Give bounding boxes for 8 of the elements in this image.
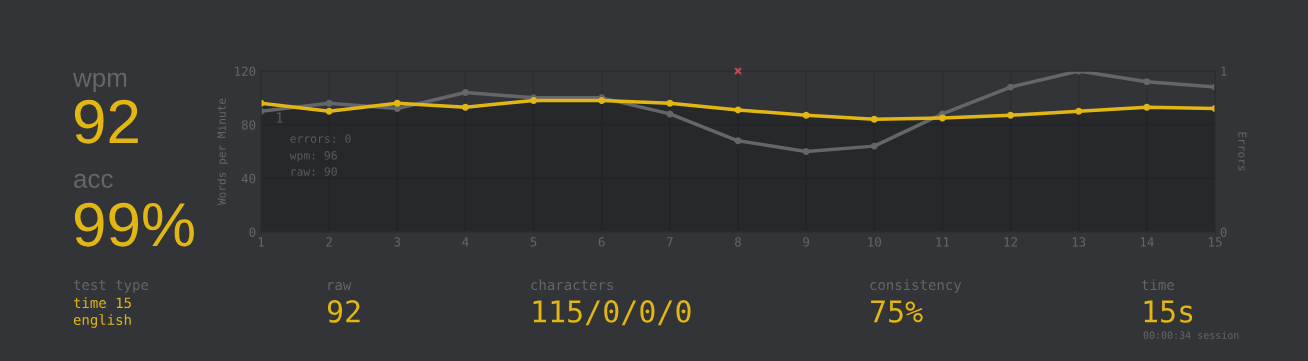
text: 15s bbox=[1144, 300, 1193, 323]
text: time 15 bbox=[73, 297, 131, 309]
text: 92 bbox=[327, 300, 360, 323]
text: 115/0/0/0 bbox=[533, 300, 691, 326]
text: 99% bbox=[74, 202, 194, 247]
text: english bbox=[73, 314, 131, 328]
text: 75% bbox=[871, 300, 923, 323]
text: 92 bbox=[74, 99, 138, 144]
